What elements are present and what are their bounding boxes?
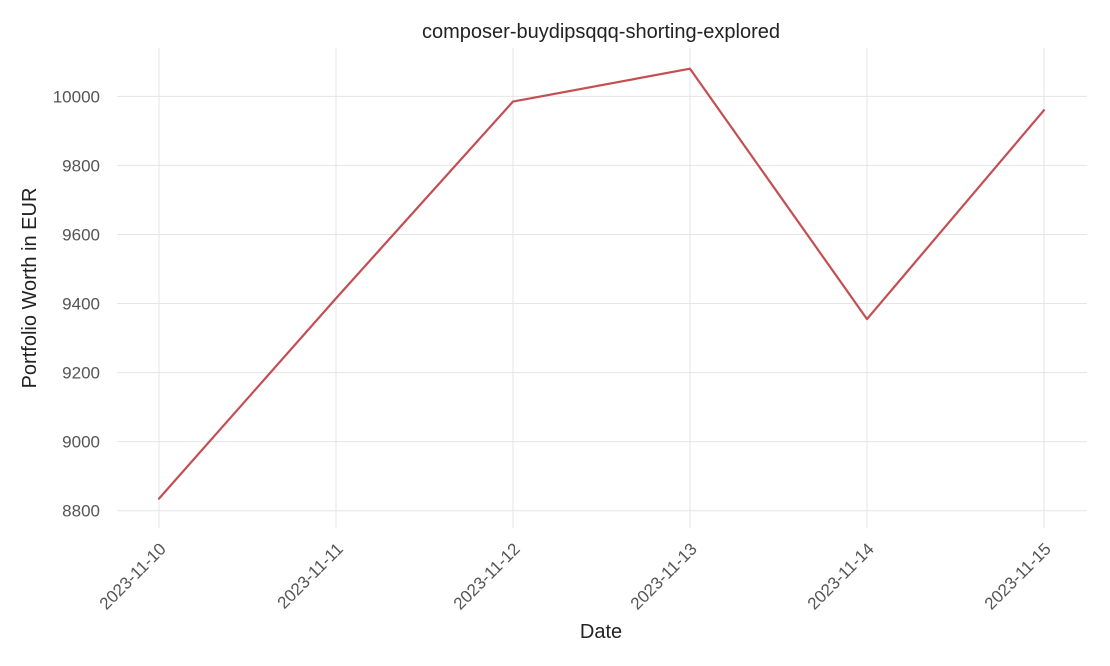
x-axis-title: Date: [580, 621, 622, 643]
y-tick-label: 9800: [62, 156, 100, 175]
y-tick-label: 9400: [62, 295, 100, 314]
y-tick-label: 9200: [62, 364, 100, 383]
x-tick-labels: 2023-11-10 2023-11-11 2023-11-12 2023-11-13…: [96, 539, 1055, 613]
x-tick-label: 2023-11-10: [96, 539, 170, 613]
x-tick-label: 2023-11-11: [274, 539, 347, 612]
y-tick-label: 10000: [53, 87, 100, 106]
x-tick-label: 2023-11-15: [981, 539, 1055, 613]
y-tick-labels: 8800 9000 9200 9400 9600 9800 10000: [53, 87, 100, 520]
x-tick-label: 2023-11-13: [627, 539, 701, 613]
y-tick-label: 9000: [62, 433, 100, 452]
grid-layer: [117, 48, 1087, 528]
chart-title: composer-buydipsqqq-shorting-explored: [422, 21, 780, 43]
y-axis-title: Portfolio Worth in EUR: [19, 188, 41, 389]
y-tick-label: 9600: [62, 225, 100, 244]
x-tick-label: 2023-11-12: [450, 539, 524, 613]
x-tick-label: 2023-11-14: [804, 539, 878, 613]
y-tick-label: 8800: [62, 502, 100, 521]
series-layer: [157, 67, 1046, 500]
series-line: [157, 67, 1046, 500]
